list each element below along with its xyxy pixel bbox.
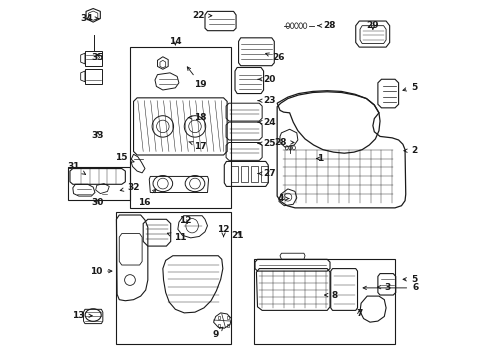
Text: 22: 22 xyxy=(193,11,212,20)
Text: 31: 31 xyxy=(68,162,85,174)
Text: 5: 5 xyxy=(403,83,417,92)
Text: 26: 26 xyxy=(266,53,284,62)
Text: 24: 24 xyxy=(258,118,276,127)
Text: 6: 6 xyxy=(363,283,418,292)
Text: 16: 16 xyxy=(138,189,156,207)
Text: 30: 30 xyxy=(92,198,104,207)
Text: 35: 35 xyxy=(92,53,104,62)
Text: 27: 27 xyxy=(258,169,276,178)
Text: 2: 2 xyxy=(404,146,417,155)
Text: 4: 4 xyxy=(277,194,289,203)
Text: 13: 13 xyxy=(73,311,92,320)
Text: 29: 29 xyxy=(367,21,379,30)
Text: 21: 21 xyxy=(231,231,244,240)
Text: 28: 28 xyxy=(275,138,294,147)
Text: 9: 9 xyxy=(213,327,223,339)
Text: 15: 15 xyxy=(115,153,134,162)
Text: 25: 25 xyxy=(258,139,276,148)
Text: 8: 8 xyxy=(324,291,338,300)
Text: 32: 32 xyxy=(120,183,140,192)
Text: 12: 12 xyxy=(218,225,230,237)
Text: 20: 20 xyxy=(258,75,276,84)
Text: 11: 11 xyxy=(168,233,186,242)
Text: 19: 19 xyxy=(187,67,207,89)
Text: 28: 28 xyxy=(318,21,336,30)
Text: 18: 18 xyxy=(189,113,207,122)
Text: 3: 3 xyxy=(377,283,391,292)
Text: 23: 23 xyxy=(258,96,276,105)
Text: 5: 5 xyxy=(403,275,417,284)
Text: 33: 33 xyxy=(92,131,104,140)
Text: 10: 10 xyxy=(90,267,112,276)
Text: 17: 17 xyxy=(189,141,207,150)
Text: 34: 34 xyxy=(80,14,99,23)
Text: 12: 12 xyxy=(179,216,191,225)
Text: 7: 7 xyxy=(356,310,363,319)
Text: 1: 1 xyxy=(317,154,323,163)
Text: 14: 14 xyxy=(169,37,182,46)
